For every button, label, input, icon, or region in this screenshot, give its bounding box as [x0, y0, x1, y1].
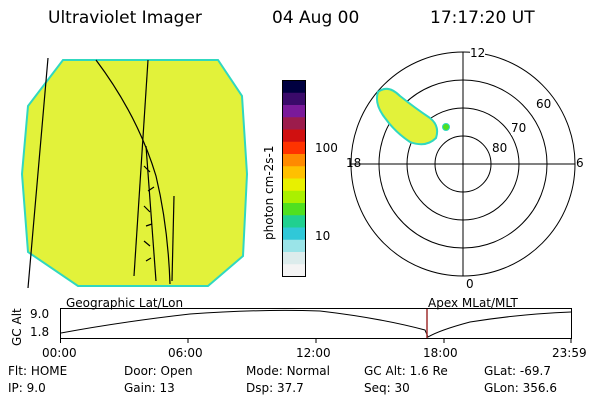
mlt-label-12: 12 [470, 46, 486, 60]
uv-image-panel [20, 57, 249, 289]
timeline-ytick-low: 1.8 [30, 325, 50, 339]
auroral-spot [442, 123, 450, 131]
lat-label-60: 60 [536, 97, 552, 111]
colorbar-band [282, 154, 306, 167]
colorbar-band [282, 166, 306, 179]
mlt-label-18: 18 [346, 156, 362, 170]
colorbar-band [282, 80, 306, 94]
status-dsp: Dsp: 37.7 [246, 381, 304, 395]
status-ip: IP: 9.0 [8, 381, 46, 395]
timeline-left-title: Geographic Lat/Lon [66, 296, 184, 310]
lat-label-70: 70 [511, 121, 527, 135]
map-grid-lines [27, 57, 175, 289]
colorbar-band [282, 215, 306, 228]
status-glat: GLat: -69.7 [484, 364, 551, 378]
timeline-xtick-1800: 18:00 [423, 346, 458, 360]
colorbar-band [282, 141, 306, 155]
colorbar-band [282, 129, 306, 143]
timeline-xtick-0600: 06:00 [168, 346, 203, 360]
time-label: 17:17:20 UT [430, 8, 535, 28]
altitude-curve [60, 309, 572, 338]
status-seq: Seq: 30 [364, 381, 410, 395]
colorbar-tick-10: 10 [315, 229, 331, 243]
colorbar-tick-100: 100 [315, 141, 338, 155]
colorbar-unit-label: photon cm-2s-1 [262, 145, 276, 241]
colorbar-band [282, 117, 306, 130]
colorbar-band [282, 190, 306, 204]
timeline-ytick-high: 9.0 [30, 307, 50, 321]
timeline-xtick-2359: 23:59 [552, 346, 587, 360]
timeline-plot [60, 308, 572, 343]
colorbar-band [282, 239, 306, 253]
colorbar-band [282, 227, 306, 241]
timeline-xtick-0000: 00:00 [42, 346, 77, 360]
mlt-label-0: 0 [466, 277, 474, 291]
colorbar [282, 80, 306, 277]
lat-label-80: 80 [492, 141, 508, 155]
colorbar-band [282, 203, 306, 216]
status-mode: Mode: Normal [246, 364, 330, 378]
status-door: Door: Open [124, 364, 193, 378]
date-label: 04 Aug 00 [272, 8, 360, 28]
timeline-axis-label: GC Alt [10, 308, 24, 346]
colorbar-band [282, 252, 306, 265]
auroral-oval-blob [375, 87, 439, 146]
status-gc-alt: GC Alt: 1.6 Re [364, 364, 448, 378]
uv-image-disk [20, 59, 249, 287]
colorbar-band [282, 178, 306, 192]
timeline-right-title: Apex MLat/MLT [428, 296, 518, 310]
colorbar-band [282, 92, 306, 106]
status-flt: Flt: HOME [8, 364, 68, 378]
status-gain: Gain: 13 [124, 381, 175, 395]
polar-plot [350, 51, 576, 277]
mlt-label-6: 6 [576, 156, 584, 170]
instrument-title: Ultraviolet Imager [48, 8, 202, 28]
status-glon: GLon: 356.6 [484, 381, 557, 395]
colorbar-band [282, 264, 306, 277]
colorbar-band [282, 105, 306, 118]
timeline-xtick-1200: 12:00 [296, 346, 331, 360]
